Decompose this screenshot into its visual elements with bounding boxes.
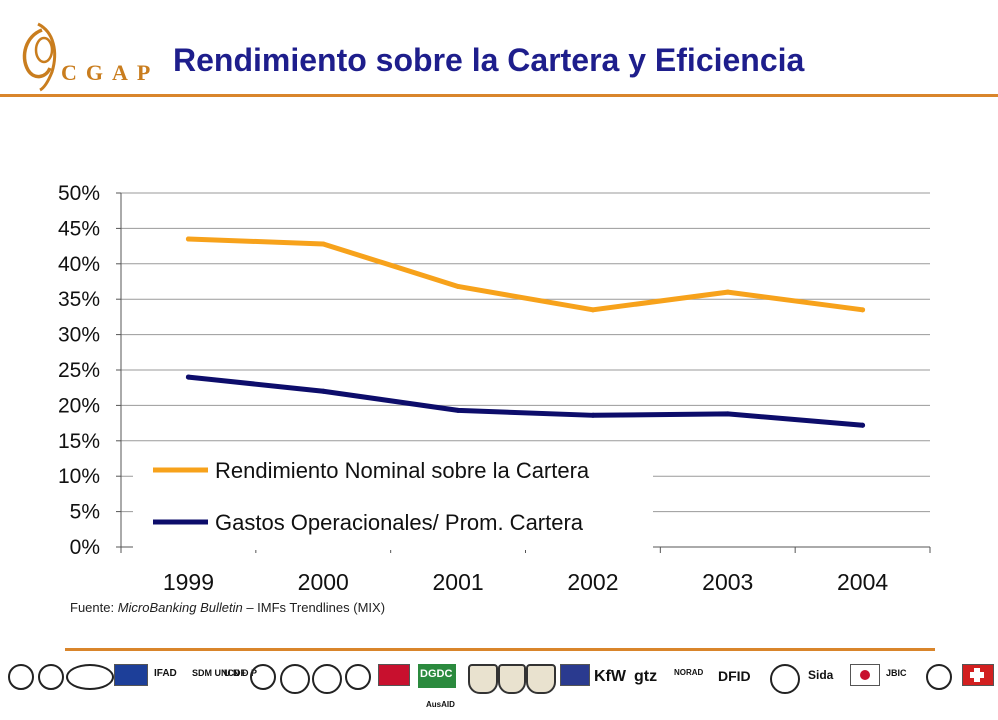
y-tick-label: 20% [58,394,100,417]
data-point [455,283,461,289]
donor-logo-strip: IFAD SDM UNCDF U N D P DGDC AusAID KfW gtz NORA… [0,658,998,714]
x-tick-label: 2001 [432,569,483,595]
donor-name: gtz [634,668,658,685]
donor-logo-label: AusAID [424,696,464,720]
donor-name: DGDC [420,668,453,680]
coat-of-arms-icon [526,664,556,694]
donor-emblem-icon [8,664,34,690]
x-tick-label: 2003 [702,569,753,595]
donor-name: SDM UNCDF [192,668,246,678]
y-tick-label: 5% [70,501,100,524]
page-title: Rendimiento sobre la Cartera y Eficienci… [173,42,805,78]
data-point [185,236,191,242]
y-tick-label: 25% [58,359,100,382]
donor-emblem-icon [312,664,342,694]
data-point [725,411,731,417]
donor-name: JBIC [886,668,907,678]
cgap-wordmark: CGAP [61,60,160,85]
header-rule [0,94,998,97]
donor-emblem-icon [770,664,800,694]
flag-icon [962,664,994,686]
donor-logo-label: KfW [592,664,628,688]
cgap-swirl-icon [22,22,57,92]
data-point [860,422,866,428]
y-tick-label: 30% [58,324,100,347]
donor-emblem-icon [345,664,371,690]
donor-name: AusAID [426,700,455,709]
coat-of-arms-icon [468,664,498,694]
header: CGAP Rendimiento sobre la Cartera y Efic… [0,0,998,98]
y-tick-label: 15% [58,430,100,453]
donor-emblem-icon [250,664,276,690]
donor-emblem-icon [66,664,114,690]
flag-cross [970,672,984,678]
series-line-1 [185,236,866,313]
data-point [590,412,596,418]
donor-name: Sida [808,668,834,682]
data-point [590,307,596,313]
flag-icon [560,664,590,686]
donor-emblem-icon [38,664,64,690]
source-note: Fuente: MicroBanking Bulletin – IMFs Tre… [70,600,385,615]
line-chart: 0% 5% 10% 15% 20% 25% 30% 35% 40% 45% 50% 1999 2000 2… [58,182,931,595]
y-tick-label: 50% [58,182,100,205]
y-tick-label: 10% [58,465,100,488]
flag-icon [850,664,880,686]
flag-dot [860,670,870,680]
donor-logo-label: NORAD [672,664,712,688]
data-point [860,307,866,313]
data-point [320,241,326,247]
data-point [725,289,731,295]
flag-icon [114,664,148,686]
donor-emblem-icon [926,664,952,690]
y-tick-label: 45% [58,217,100,240]
y-tick-label: 0% [70,536,100,559]
data-point [320,388,326,394]
x-tick-label: 2000 [298,569,349,595]
donor-logo-label: SDM UNCDF [190,664,246,688]
y-tick-label: 35% [58,288,100,311]
donor-name: NORAD [674,668,704,677]
legend-box [133,442,653,550]
donor-name: DFID [718,668,751,684]
source-rest: – IMFs Trendlines (MIX) [242,600,386,615]
donor-name: KfW [594,668,626,685]
x-tick-label: 2002 [567,569,618,595]
source-publication: MicroBanking Bulletin [117,600,243,615]
cgap-logo: CGAP [14,22,164,92]
donor-logo-label: U N D P [222,664,257,688]
y-tick-label: 40% [58,253,100,276]
x-tick-label: 1999 [163,569,214,595]
source-prefix: Fuente: [70,600,118,615]
legend-label: Gastos Operacionales/ Prom. Cartera [215,510,584,535]
series-line-2 [185,374,866,428]
data-point [455,407,461,413]
donor-logo-label: DFID [716,664,760,688]
donor-name: U N D P [224,668,258,678]
donor-logo-label: DGDC [418,664,456,688]
donor-logo-label: gtz [632,664,662,688]
donor-logo-label: JBIC [884,664,914,688]
x-tick-label: 2004 [837,569,888,595]
flag-icon [378,664,410,686]
donor-emblem-icon [280,664,310,694]
donor-logo-label: Sida [806,664,842,688]
donor-logo-label: IFAD [152,664,186,688]
legend-label: Rendimiento Nominal sobre la Cartera [215,458,590,483]
coat-of-arms-icon [498,664,526,694]
footer-rule [65,648,935,651]
data-point [185,374,191,380]
donor-name: IFAD [154,668,177,679]
